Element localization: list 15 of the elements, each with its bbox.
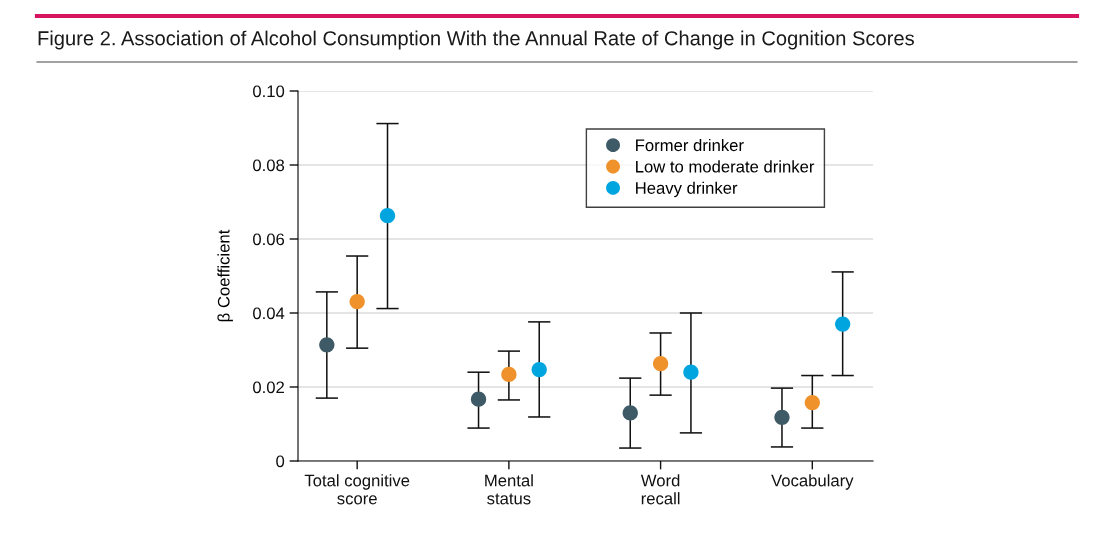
x-tick-label: Word recall (640, 474, 680, 505)
legend-label: Heavy drinker (636, 181, 738, 198)
y-tick-label: 0.10 (253, 85, 285, 98)
y-tick-label: 0 (276, 455, 285, 468)
y-axis-title: β Coefficient (217, 229, 233, 322)
y-tick-label: 0.02 (253, 381, 284, 394)
chart-title: Figure 2. Association of Alcohol Consumption With the Annual Rate of Change in Cognition Scores (38, 30, 914, 50)
x-tick-label: Vocabulary (771, 474, 854, 490)
legend-label: Former drinker (636, 138, 744, 152)
legend-label: Low to moderate drinker (636, 160, 815, 173)
y-tick-label: 0.06 (253, 233, 285, 246)
x-tick-label: Mental status (485, 474, 533, 505)
y-tick-label: 0.08 (253, 159, 285, 172)
y-tick-label: 0.04 (253, 307, 285, 320)
x-tick-label: Total cognitive score (304, 474, 410, 505)
